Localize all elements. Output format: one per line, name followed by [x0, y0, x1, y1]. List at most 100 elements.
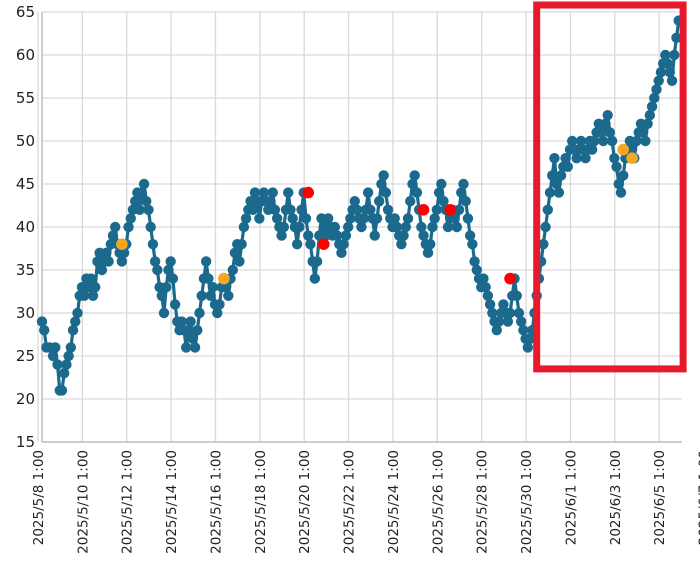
- data-point: [460, 196, 471, 207]
- data-point: [462, 213, 474, 224]
- data-point: [96, 264, 108, 276]
- data-point: [409, 170, 420, 181]
- data-point: [61, 359, 72, 370]
- data-point: [644, 110, 656, 121]
- data-point: [311, 256, 323, 267]
- data-point: [70, 316, 81, 327]
- data-point: [36, 316, 48, 327]
- data-point: [85, 273, 97, 284]
- data-point: [411, 187, 423, 198]
- x-tick-label: 2025/6/3 1:00: [608, 450, 624, 545]
- data-point: [249, 187, 261, 198]
- data-point: [240, 213, 252, 224]
- data-point: [338, 239, 349, 250]
- data-point: [265, 196, 276, 207]
- data-point: [101, 247, 112, 258]
- data-point: [152, 264, 163, 276]
- data-point: [540, 221, 551, 233]
- data-point: [376, 178, 387, 190]
- data-point: [123, 221, 134, 233]
- data-point: [422, 247, 434, 258]
- data-point: [52, 359, 63, 370]
- data-point: [571, 153, 582, 164]
- data-point: [331, 230, 343, 241]
- data-point: [336, 247, 347, 258]
- highlight-point-red: [444, 204, 456, 216]
- data-point: [551, 178, 562, 190]
- data-point: [294, 221, 305, 233]
- data-point: [192, 325, 203, 336]
- data-point: [438, 196, 449, 207]
- x-tick-label: 2025/6/5 1:00: [652, 450, 668, 545]
- data-point: [562, 161, 573, 172]
- data-point: [598, 135, 609, 147]
- data-point: [90, 282, 101, 293]
- data-point: [56, 385, 68, 396]
- x-tick-label: 2025/6/7 1:00: [697, 450, 700, 545]
- data-point: [47, 350, 59, 362]
- data-point: [511, 290, 522, 301]
- data-point: [660, 49, 671, 61]
- data-point: [167, 273, 179, 284]
- data-point: [560, 153, 571, 164]
- data-point: [143, 204, 154, 215]
- y-tick-label: 45: [16, 175, 35, 193]
- data-point: [356, 221, 367, 233]
- data-point: [637, 127, 649, 138]
- y-tick-label: 65: [16, 3, 35, 21]
- data-point: [196, 290, 207, 301]
- data-point: [271, 213, 283, 224]
- data-point: [396, 239, 407, 250]
- y-tick-label: 40: [16, 218, 35, 236]
- data-point: [653, 75, 664, 87]
- x-tick-label: 2025/5/12 1:00: [120, 450, 136, 554]
- data-point: [580, 153, 591, 164]
- data-point: [345, 213, 356, 224]
- highlight-point-orange: [116, 238, 128, 250]
- y-tick-label: 35: [16, 261, 35, 279]
- x-tick-label: 2025/5/16 1:00: [208, 450, 224, 554]
- data-point: [156, 290, 167, 301]
- data-point: [646, 101, 658, 112]
- x-tick-label: 2025/5/8 1:00: [31, 450, 47, 545]
- data-point: [203, 273, 214, 284]
- data-point: [433, 187, 445, 198]
- data-point: [487, 307, 498, 319]
- data-point: [147, 239, 159, 250]
- data-point: [103, 256, 114, 267]
- data-point: [145, 221, 156, 233]
- data-point: [405, 196, 416, 207]
- data-point: [125, 213, 136, 224]
- highlight-point-orange: [626, 152, 638, 164]
- data-point: [220, 282, 232, 293]
- data-point: [291, 239, 303, 250]
- data-point: [471, 264, 483, 276]
- data-point: [407, 178, 418, 190]
- data-point: [212, 307, 223, 319]
- data-point: [429, 213, 440, 224]
- data-point: [134, 204, 145, 215]
- data-point: [524, 333, 536, 344]
- data-point: [606, 135, 618, 147]
- data-point: [449, 213, 460, 224]
- data-point: [425, 239, 436, 250]
- data-point: [39, 325, 50, 336]
- highlight-point-orange: [617, 143, 630, 156]
- data-point: [183, 325, 194, 336]
- data-point: [234, 256, 245, 267]
- series: [36, 15, 684, 396]
- highlight-point-red: [504, 272, 516, 285]
- data-point: [118, 247, 130, 258]
- data-point: [65, 342, 77, 353]
- x-tick-label: 2025/5/26 1:00: [430, 450, 446, 554]
- data-point: [149, 256, 161, 267]
- data-point: [464, 230, 476, 241]
- data-point: [671, 32, 682, 43]
- data-point: [600, 118, 611, 129]
- data-point: [451, 221, 463, 233]
- data-point: [269, 204, 281, 215]
- data-point: [626, 144, 638, 155]
- data-point: [207, 282, 219, 293]
- x-tick-label: 2025/5/24 1:00: [386, 450, 402, 554]
